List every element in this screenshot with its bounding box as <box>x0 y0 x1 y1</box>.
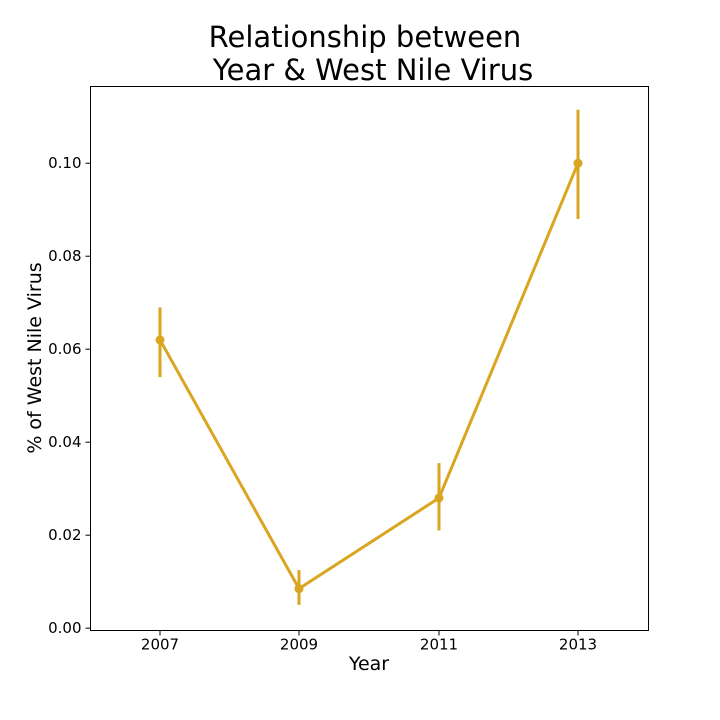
data-point <box>155 335 165 345</box>
plot-area-frame <box>90 86 649 631</box>
y-axis-label: % of West Nile Virus <box>24 262 46 453</box>
x-tick-label: 2011 <box>420 636 458 654</box>
y-tick-label: 0.04 <box>48 433 81 451</box>
data-point <box>573 158 583 168</box>
y-tick-label: 0.08 <box>48 247 81 265</box>
x-tick-label: 2009 <box>280 636 318 654</box>
y-tick-label: 0.00 <box>48 619 81 637</box>
chart-title: Relationship between Year & West Nile Vi… <box>209 20 534 87</box>
data-point <box>434 493 444 503</box>
x-axis-label: Year <box>348 653 389 675</box>
series-line <box>158 162 580 591</box>
data-point <box>294 584 304 594</box>
y-tick-label: 0.06 <box>48 340 81 358</box>
x-tick-label: 2007 <box>141 636 179 654</box>
y-tick-label: 0.10 <box>48 154 81 172</box>
x-axis: 2007 2009 2011 2013 <box>141 630 597 654</box>
chart-title-line-2: Year & West Nile Virus <box>212 53 534 87</box>
chart-title-line-1: Relationship between <box>209 20 522 54</box>
y-axis: 0.00 0.02 0.04 0.06 0.08 0.10 <box>48 154 91 637</box>
x-tick-label: 2013 <box>559 636 597 654</box>
y-tick-label: 0.02 <box>48 526 81 544</box>
series-west-nile <box>155 109 583 605</box>
